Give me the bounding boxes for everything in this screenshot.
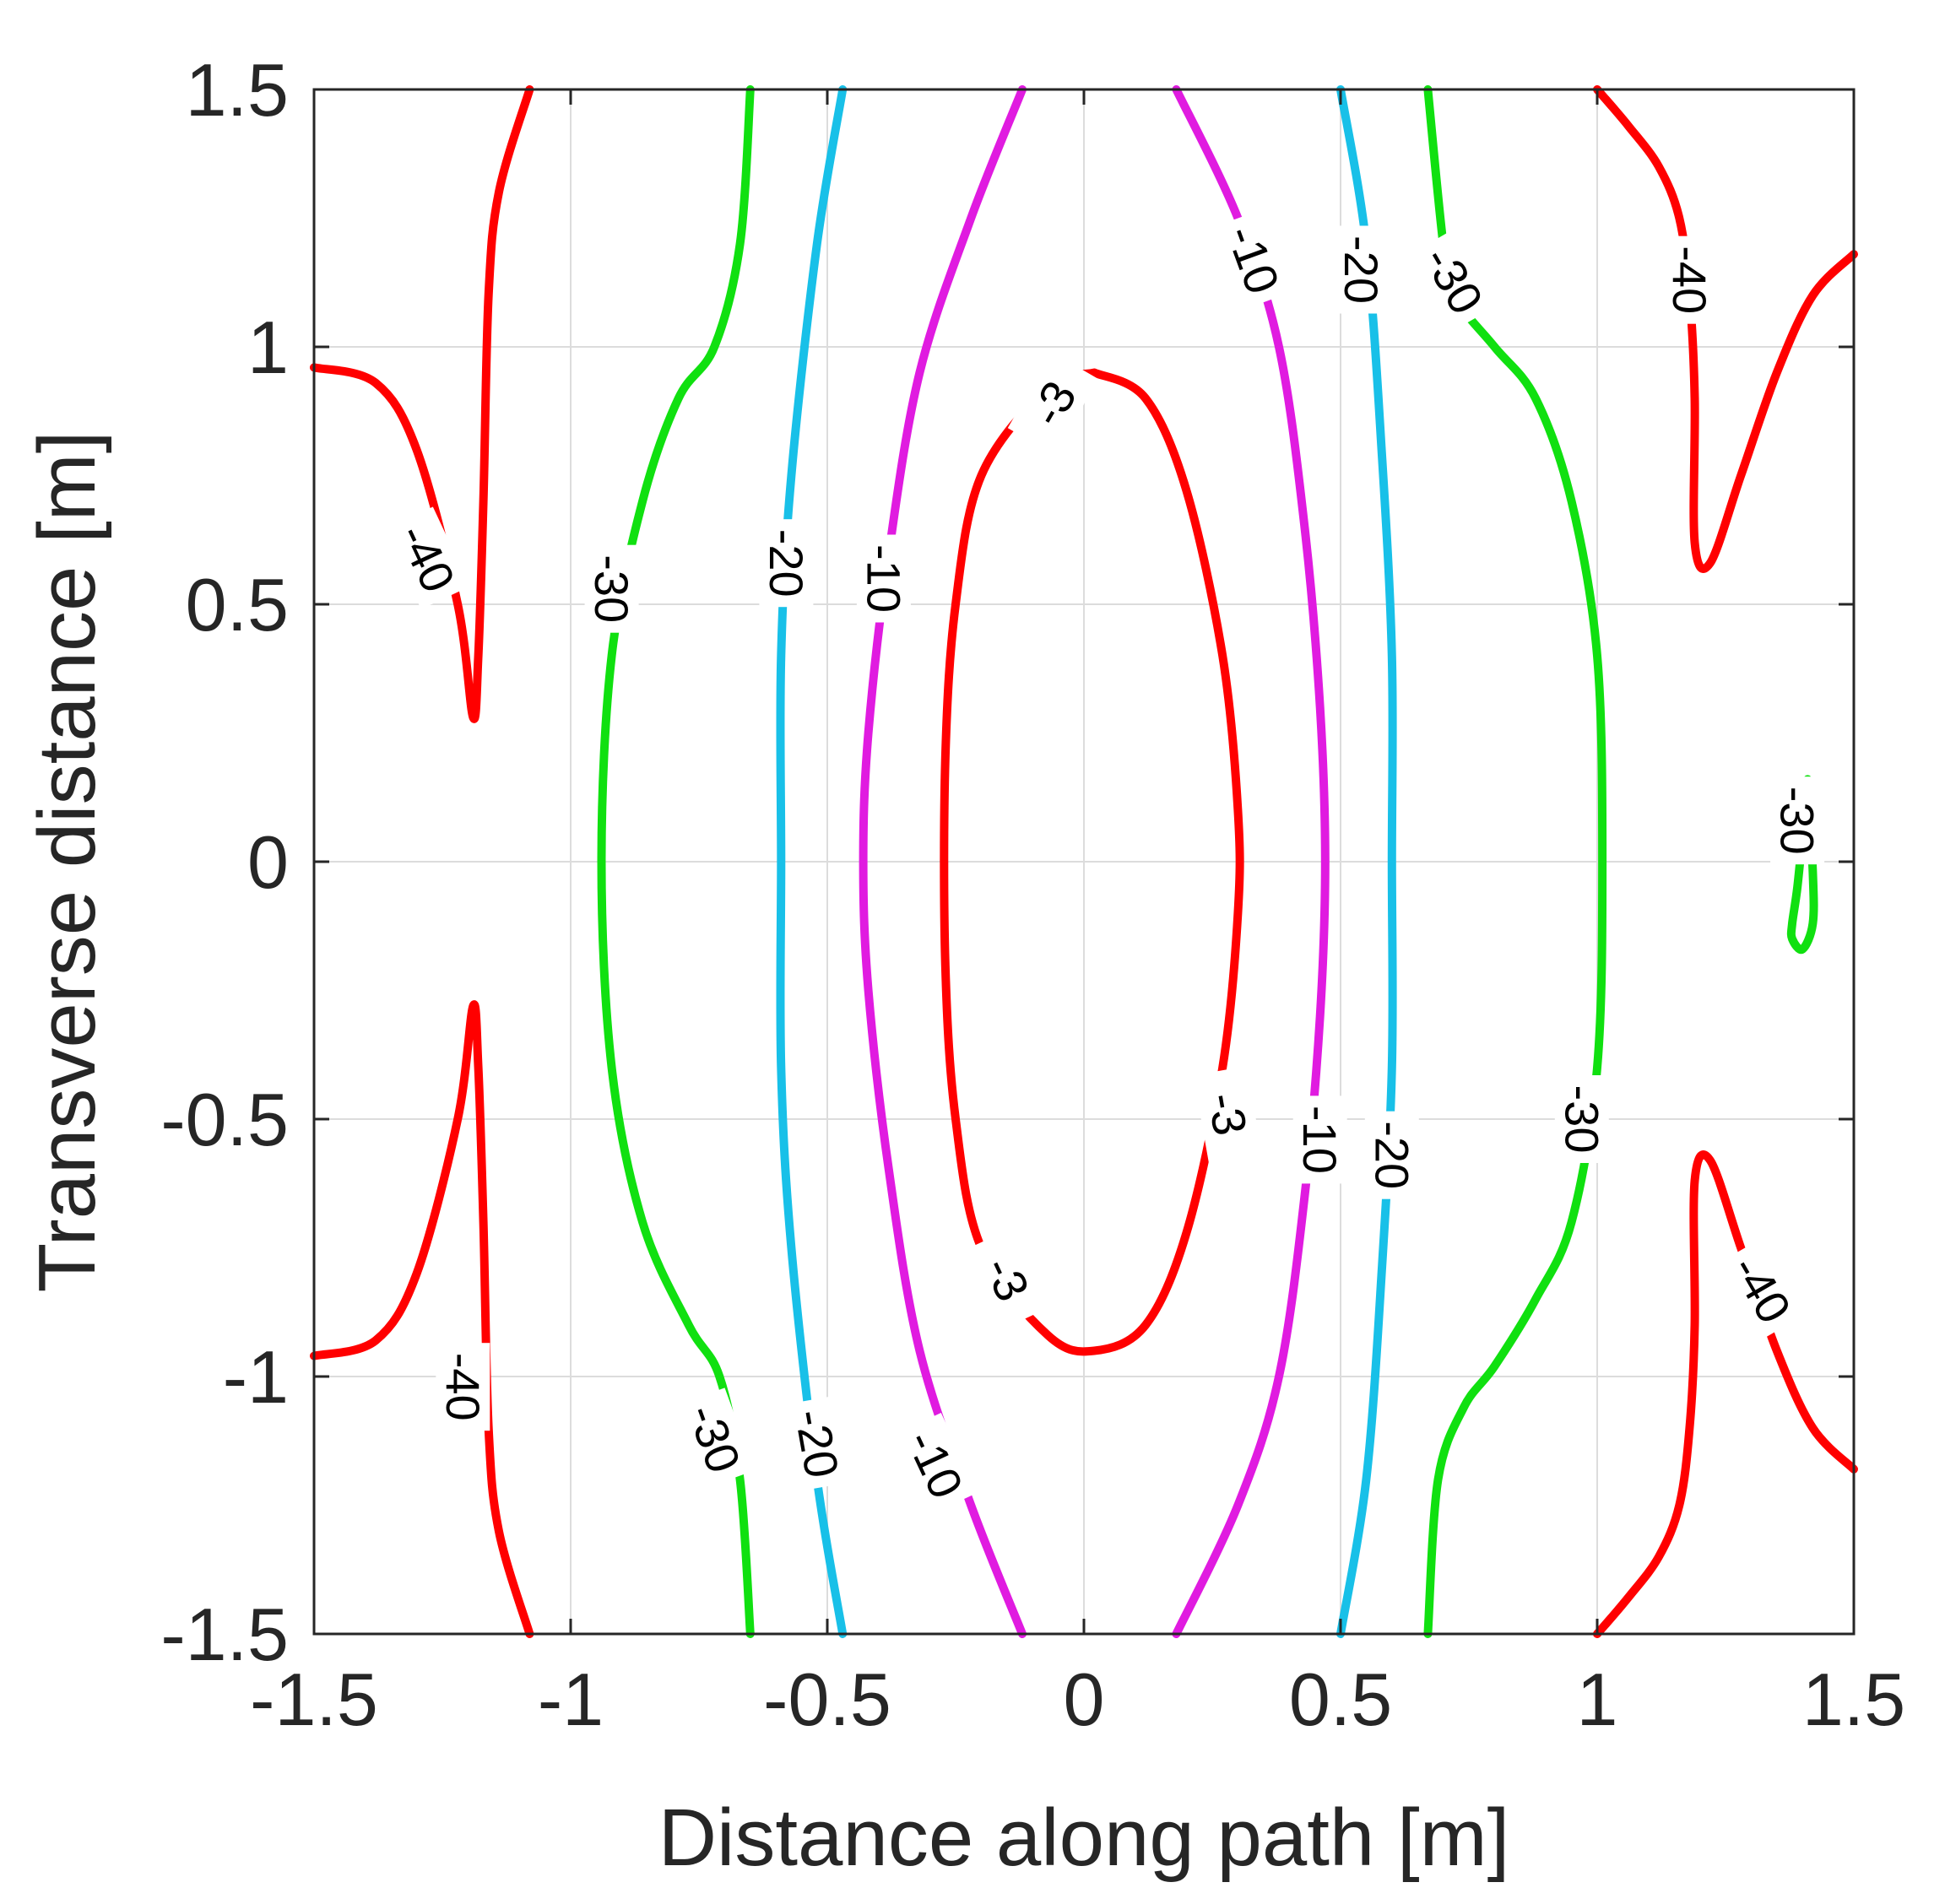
y-tick-label: 1 bbox=[247, 306, 289, 389]
contour-line-level-20 bbox=[1336, 85, 1397, 1638]
contour-label-group: -10 bbox=[856, 534, 911, 623]
contour-label-background bbox=[963, 1227, 1050, 1330]
contour-label: -20 bbox=[785, 1405, 849, 1482]
contour-label-group: -20 bbox=[1334, 225, 1389, 314]
contour-line-level-10 bbox=[859, 85, 1027, 1638]
y-tick-label: 0 bbox=[247, 820, 289, 904]
contour-label-background bbox=[584, 544, 639, 633]
contour-label-group: -10 bbox=[1292, 1095, 1347, 1184]
contour-label: -30 bbox=[1771, 787, 1824, 855]
contour-label-background bbox=[1292, 1095, 1347, 1184]
x-tick-label: 0.5 bbox=[1289, 1658, 1392, 1741]
contour-label-background bbox=[1364, 1111, 1419, 1199]
x-tick-label: 1.5 bbox=[1802, 1658, 1905, 1741]
contour-label-background bbox=[1715, 1237, 1807, 1341]
contour-label: -30 bbox=[1555, 1085, 1608, 1154]
contour-label: -20 bbox=[1365, 1121, 1418, 1189]
contour-layer bbox=[310, 85, 1858, 1638]
y-tick-label: -0.5 bbox=[160, 1078, 289, 1161]
contour-label-background bbox=[1408, 228, 1499, 332]
contour-label-group: -3 bbox=[1193, 1066, 1262, 1162]
contour-label: -40 bbox=[436, 1353, 490, 1421]
y-tick-label: 1.5 bbox=[186, 48, 289, 132]
contour-label-group: -30 bbox=[584, 544, 639, 633]
contour-label: -10 bbox=[857, 544, 910, 613]
x-axis-title: Distance along path [m] bbox=[658, 1793, 1510, 1883]
x-tick-label: -0.5 bbox=[763, 1658, 891, 1741]
contour-line-level-40 bbox=[310, 1000, 534, 1638]
y-tick-labels: -1.5 -1 -0.5 0 0.5 1 1.5 bbox=[160, 48, 289, 1676]
contour-label-background bbox=[1334, 225, 1389, 314]
contour-label-group: -40 bbox=[436, 1343, 490, 1431]
contour-label-background bbox=[436, 1343, 490, 1431]
contour-label-background bbox=[856, 534, 911, 623]
contour-label-group: -30 bbox=[1554, 1075, 1609, 1163]
contour-label-group: -3 bbox=[963, 1227, 1050, 1330]
contour-label-group: -30 bbox=[1770, 776, 1825, 865]
contour-label-layer: -3-3-3-10-10-10-10-20-20-20-20-30-30-30-… bbox=[383, 208, 1825, 1516]
contour-line-level-20 bbox=[776, 85, 848, 1638]
contour-label-background bbox=[1193, 1066, 1262, 1162]
contour-label: -20 bbox=[760, 529, 813, 598]
contour-line-level-30 bbox=[597, 85, 755, 1638]
contour-label-group: -20 bbox=[1364, 1111, 1419, 1199]
contour-line-level-10 bbox=[1172, 85, 1330, 1638]
contour-line-level-40 bbox=[310, 85, 534, 723]
contour-label-background bbox=[1770, 776, 1825, 865]
contour-label-background bbox=[891, 1413, 978, 1516]
contour-label-background bbox=[759, 519, 814, 608]
contour-label-background bbox=[674, 1387, 756, 1490]
contour-label-group: -40 bbox=[1662, 235, 1717, 324]
contour-label-background bbox=[1662, 235, 1717, 324]
x-tick-label: -1 bbox=[538, 1658, 604, 1741]
contour-line-level-3 bbox=[940, 368, 1244, 1356]
contour-label-background bbox=[1212, 208, 1294, 311]
y-tick-label: 0.5 bbox=[186, 563, 289, 646]
contour-label: -10 bbox=[1293, 1106, 1346, 1174]
contour-label-group: -20 bbox=[759, 519, 814, 608]
contour-label-group: -20 bbox=[783, 1395, 852, 1492]
contour-label-background bbox=[383, 506, 470, 609]
y-tick-label: -1.5 bbox=[160, 1593, 289, 1676]
x-tick-labels: -1.5 -1 -0.5 0 0.5 1 1.5 bbox=[250, 1658, 1905, 1741]
x-tick-label: 0 bbox=[1064, 1658, 1105, 1741]
x-tick-label: -1.5 bbox=[250, 1658, 378, 1741]
contour-label: -3 bbox=[1198, 1089, 1258, 1139]
y-tick-label: -1 bbox=[223, 1335, 289, 1419]
y-axis-title: Transverse distance [m] bbox=[22, 431, 112, 1293]
contour-label-background bbox=[1554, 1075, 1609, 1163]
contour-label: -20 bbox=[1335, 235, 1388, 304]
contour-line-level-40 bbox=[1593, 85, 1858, 573]
contour-line-level-40 bbox=[1593, 1150, 1858, 1638]
contour-label: -30 bbox=[585, 554, 638, 623]
contour-label-group: -3 bbox=[1007, 352, 1099, 456]
contour-label-background bbox=[1007, 352, 1099, 456]
tick-layer bbox=[312, 88, 1856, 1636]
x-tick-label: 1 bbox=[1577, 1658, 1618, 1741]
contour-label: -40 bbox=[1663, 246, 1716, 314]
contour-label-background bbox=[783, 1395, 852, 1492]
